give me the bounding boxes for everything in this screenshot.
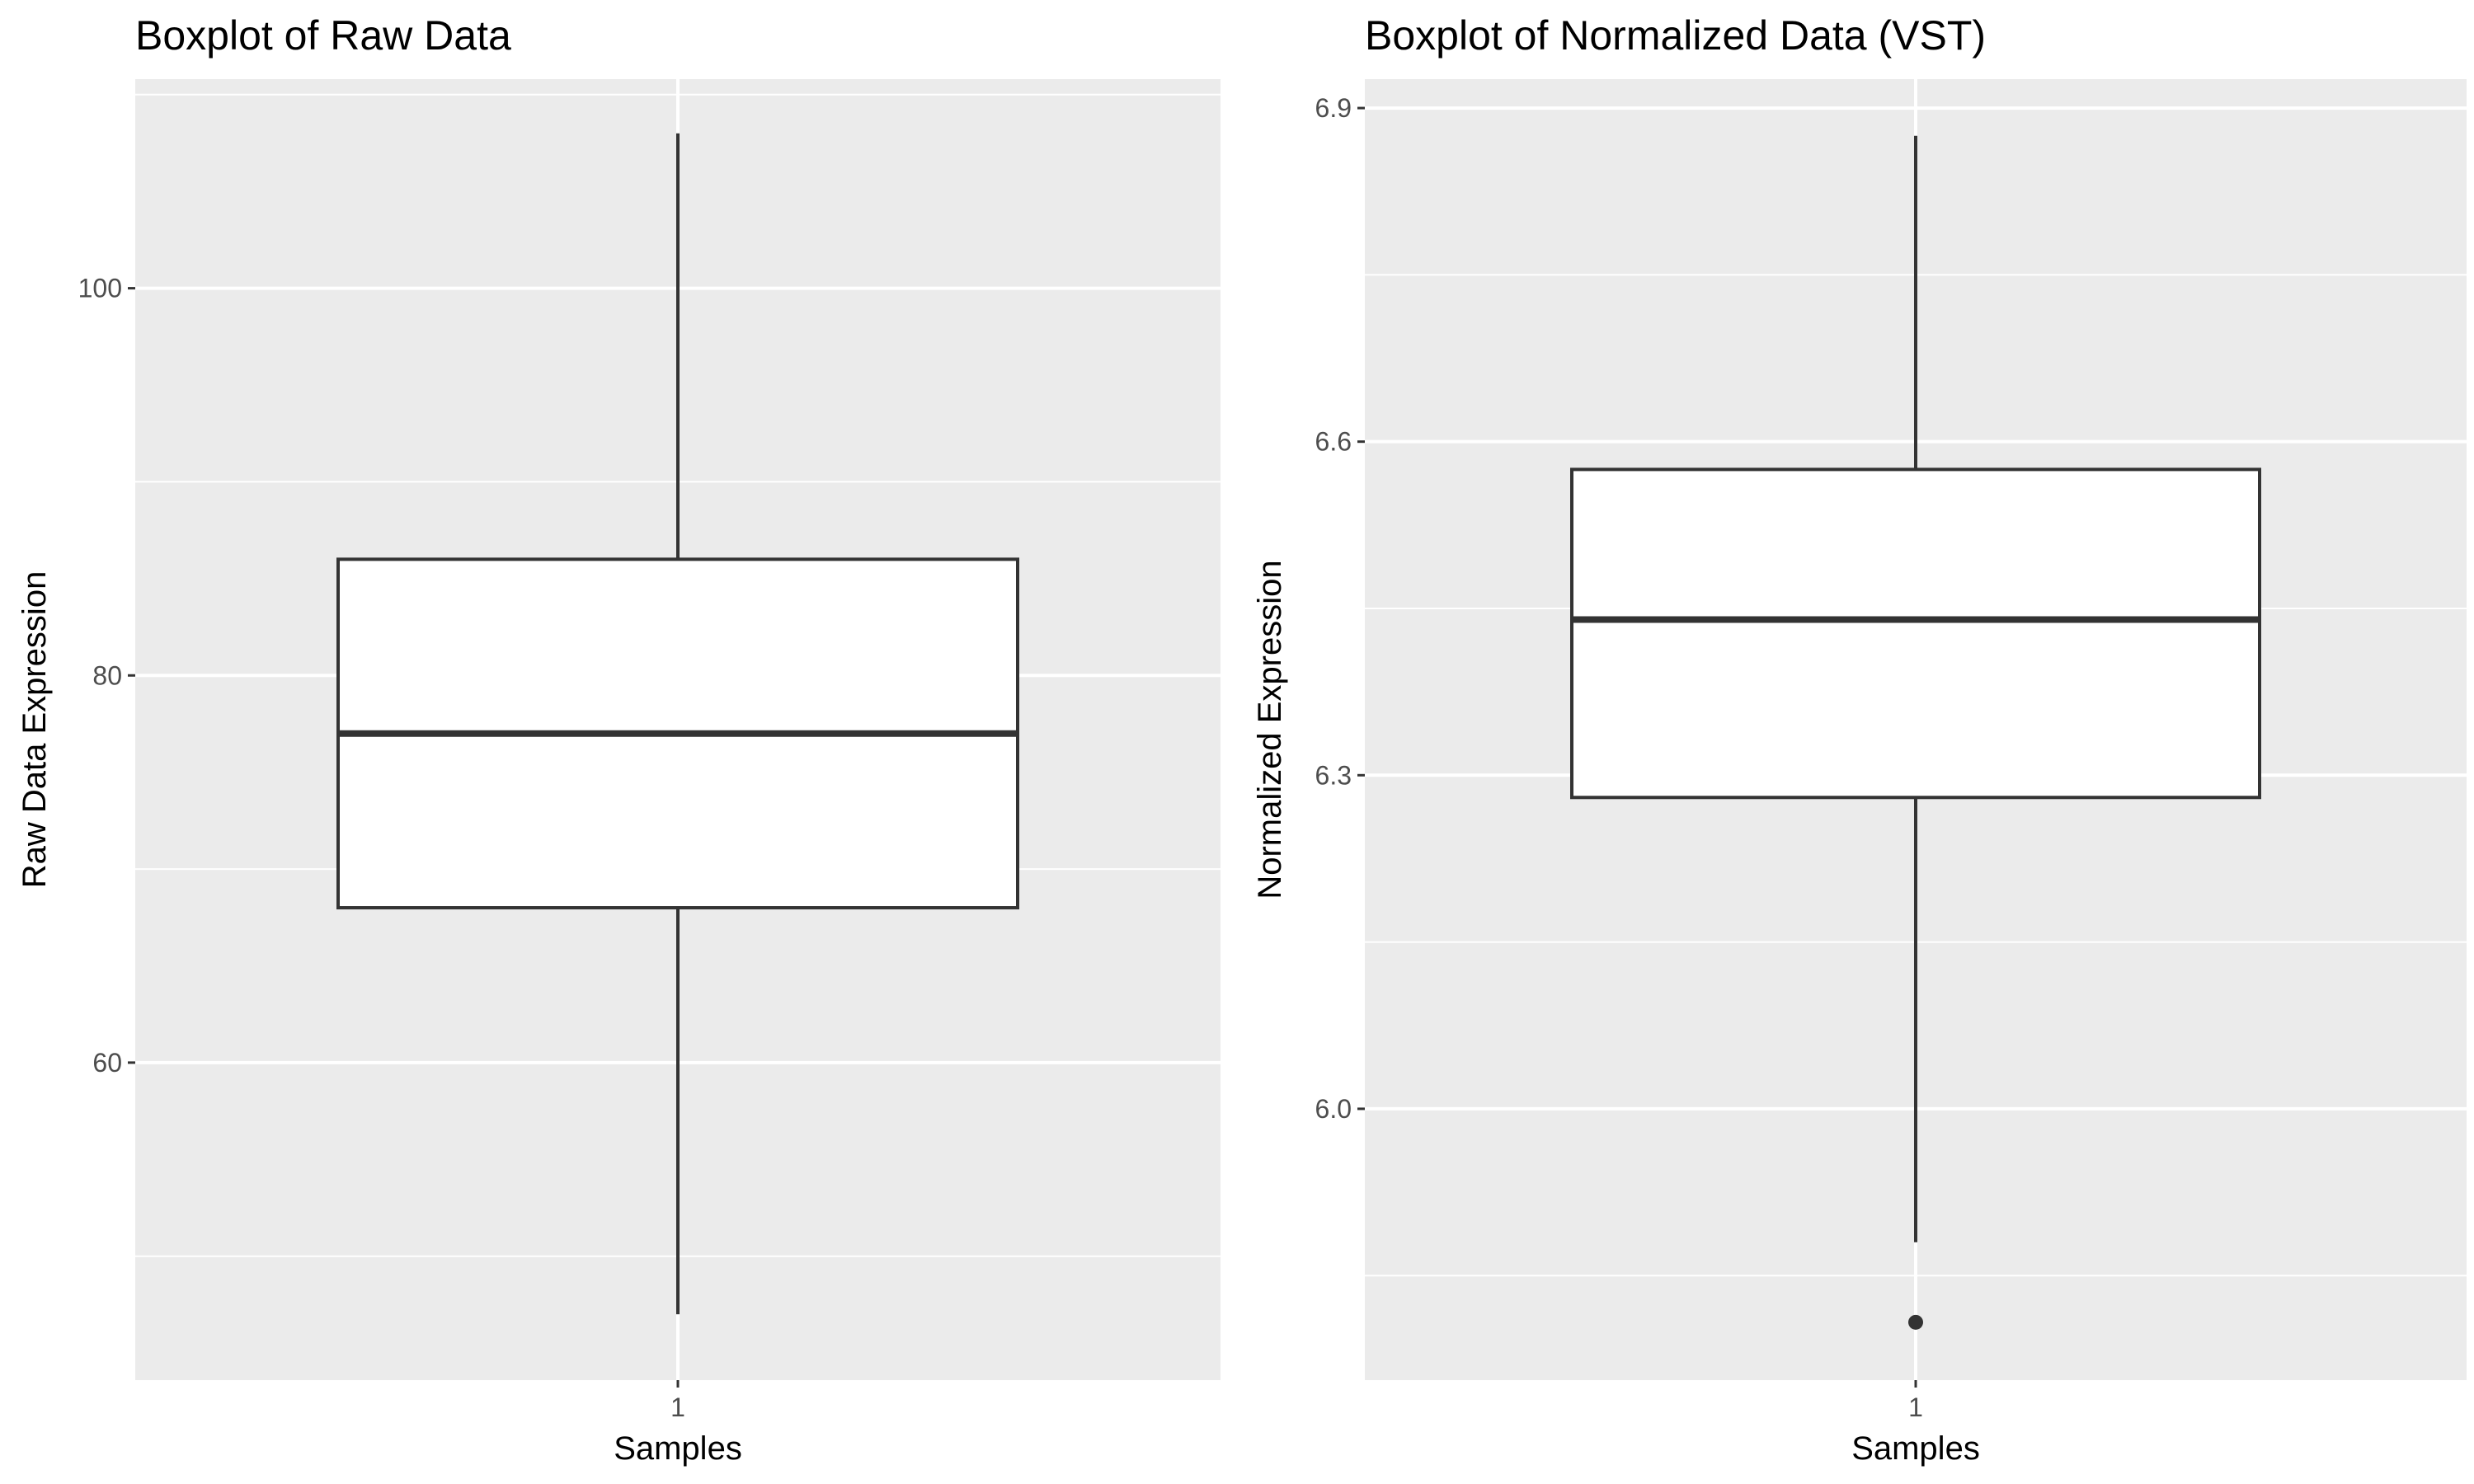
- normalized-x-tick-label-0: 1: [1908, 1392, 1923, 1422]
- normalized-chart-title: Boxplot of Normalized Data (VST): [1365, 12, 1986, 59]
- raw-data-chart: 60 80 100 1 Boxplot of Raw Data Samples Ra…: [16, 12, 1221, 1467]
- raw-x-axis: 1: [670, 1380, 685, 1422]
- raw-y-tick-label-1: 80: [92, 660, 122, 690]
- normalized-data-chart: 6.0 6.3 6.6 6.9 1 Boxplot of Normalized Dat…: [1252, 12, 2467, 1467]
- raw-boxplot: [336, 133, 1019, 1315]
- normalized-y-tick-label-3: 6.9: [1315, 93, 1352, 123]
- raw-x-axis-title: Samples: [614, 1430, 742, 1467]
- normalized-x-axis: 1: [1908, 1380, 1923, 1422]
- raw-y-tick-label-2: 100: [78, 274, 122, 303]
- raw-y-tick-label-0: 60: [92, 1048, 122, 1078]
- raw-y-axis-title: Raw Data Expression: [16, 571, 53, 889]
- normalized-box-iqr: [1570, 467, 2261, 800]
- raw-y-axis: 60 80 100: [78, 274, 135, 1078]
- raw-chart-title: Boxplot of Raw Data: [135, 12, 511, 59]
- normalized-y-tick-label-1: 6.3: [1315, 760, 1352, 790]
- normalized-y-tick-label-0: 6.0: [1315, 1094, 1352, 1124]
- normalized-y-tick-label-2: 6.6: [1315, 427, 1352, 457]
- normalized-x-axis-title: Samples: [1851, 1430, 1980, 1467]
- normalized-boxplot: [1570, 135, 2261, 1330]
- normalized-y-axis-title: Normalized Expression: [1252, 560, 1288, 899]
- normalized-y-axis: 6.0 6.3 6.6 6.9: [1315, 93, 1365, 1124]
- normalized-outlier-point-0: [1908, 1314, 1923, 1330]
- raw-x-tick-label-0: 1: [670, 1392, 685, 1422]
